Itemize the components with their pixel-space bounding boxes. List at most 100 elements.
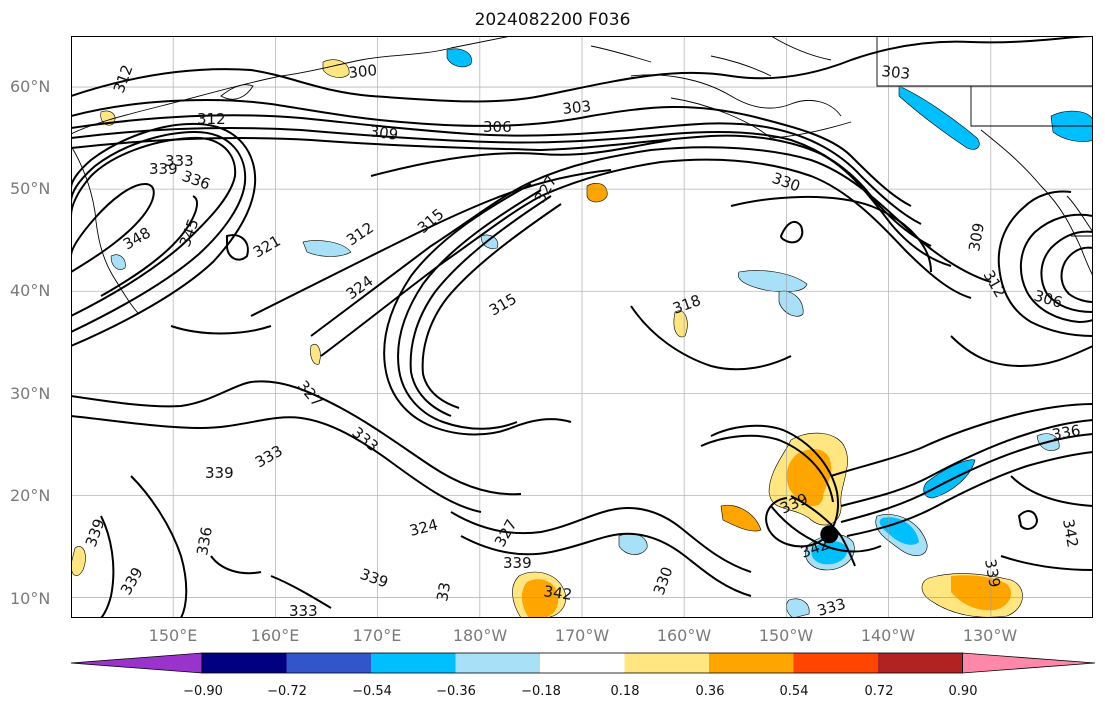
contour-label: 312 — [197, 110, 226, 128]
shading-negative — [110, 254, 126, 270]
colorbar-segment — [202, 653, 287, 673]
lon-label: 150°E — [148, 626, 198, 645]
colorbar-segment — [455, 653, 541, 673]
colorbar-tick-label: −0.36 — [436, 684, 476, 699]
contour-label: 336 — [1051, 421, 1082, 444]
contour-label: 333 — [348, 423, 382, 455]
colorbar-segment — [878, 653, 963, 673]
shading-positive — [322, 59, 350, 78]
colorbar-segment — [286, 653, 372, 673]
shading-negative — [879, 517, 919, 545]
map-title: 2024082200 F036 — [474, 10, 631, 30]
contour-label: 339 — [149, 160, 178, 178]
contour-label: 330 — [650, 564, 677, 597]
colorbar-segment — [371, 653, 456, 673]
contour-label: 330 — [770, 169, 803, 196]
contour-label: 306 — [483, 118, 512, 136]
contour-label: 309 — [965, 221, 988, 252]
contour-label: 342 — [1059, 518, 1082, 549]
lat-label: 60°N — [10, 77, 51, 96]
contour-label: 339 — [82, 516, 109, 549]
shading-negative — [811, 541, 848, 565]
colorbar-segment — [624, 653, 710, 673]
contour-label: 312 — [110, 62, 137, 95]
coastlines — [71, 36, 1093, 315]
colorbar-tick-label: −0.18 — [521, 684, 561, 699]
shading-negative — [786, 598, 810, 618]
contour-label: 303 — [562, 97, 592, 118]
shading-negative — [737, 270, 808, 293]
contour-label: 318 — [670, 291, 703, 318]
colorbar-tick-label: 0.90 — [948, 684, 978, 699]
lat-label: 40°N — [10, 281, 51, 300]
contour-label: 345 — [176, 216, 203, 249]
colorbar-segment — [540, 653, 625, 673]
shading-negative — [618, 533, 648, 555]
contour-label: 327 — [294, 377, 326, 411]
contour-label: 348 — [120, 224, 154, 254]
storm-center-marker[interactable] — [820, 525, 839, 544]
contour-label: 324 — [343, 272, 377, 303]
contour-label: 321 — [250, 232, 284, 262]
lat-label: 50°N — [10, 179, 51, 198]
contour-label: 333 — [815, 595, 847, 618]
contour-label: 339 — [503, 554, 532, 572]
colorbar-tick-label: 0.72 — [864, 684, 894, 699]
lon-label: 160°W — [656, 626, 712, 645]
contour-label: 33 — [433, 581, 454, 603]
lon-label: 170°W — [554, 626, 610, 645]
lon-label: 170°E — [352, 626, 402, 645]
colorbar-tick-label: 0.18 — [610, 684, 640, 699]
shading-positive — [720, 504, 762, 532]
shading-layer — [71, 48, 1093, 618]
contour-label: 339 — [981, 558, 1004, 589]
shading-negative — [923, 459, 976, 499]
shading-positive — [786, 449, 832, 507]
lon-label: 130°W — [962, 626, 1018, 645]
contour-label: 342 — [542, 582, 573, 604]
contour-label: 312 — [980, 267, 1010, 301]
colorbar-tick-label: 0.54 — [779, 684, 809, 699]
contour-label: 309 — [368, 122, 399, 144]
colorbar — [70, 652, 1096, 674]
shading-positive — [586, 183, 608, 203]
shading-positive — [71, 546, 86, 576]
map-panel[interactable]: 303 300 312 312 309 306 303 339 336 333 … — [71, 36, 1093, 618]
lon-label: 150°W — [758, 626, 814, 645]
colorbar-tick-label: −0.72 — [267, 684, 307, 699]
contour-label: 324 — [408, 515, 440, 539]
colorbar-extend-high — [962, 652, 1096, 674]
colorbar-segment — [709, 653, 794, 673]
lat-label: 20°N — [10, 486, 51, 505]
contour-label: 303 — [881, 62, 911, 83]
shading-negative — [778, 290, 804, 317]
shading-negative — [302, 240, 352, 257]
lon-label: 140°W — [860, 626, 916, 645]
contour-label: 339 — [358, 565, 391, 592]
contour-label: 339 — [205, 464, 234, 482]
contour-label: 312 — [343, 218, 377, 249]
lat-label: 10°N — [10, 589, 51, 608]
lon-label: 160°E — [250, 626, 300, 645]
contour-label: 339 — [117, 564, 147, 598]
contour-label: 333 — [252, 442, 286, 472]
contour-lines — [71, 36, 1093, 618]
contour-label: 315 — [486, 290, 520, 320]
contour-label: 333 — [289, 602, 318, 618]
contour-label: 300 — [348, 61, 378, 82]
map-canvas[interactable]: 303 300 312 312 309 306 303 339 336 333 … — [71, 36, 1093, 618]
colorbar-tick-label: −0.54 — [352, 684, 392, 699]
shading-negative — [446, 48, 472, 68]
colorbar-outline — [201, 652, 963, 674]
lat-label: 30°N — [10, 384, 51, 403]
contour-label: 306 — [1032, 287, 1064, 312]
shading-negative — [898, 85, 980, 150]
colorbar-tick-label: 0.36 — [695, 684, 725, 699]
shading-positive — [310, 344, 321, 365]
shading-negative — [480, 234, 499, 249]
colorbar-segment — [793, 653, 879, 673]
colorbar-tick-label: −0.90 — [183, 684, 223, 699]
shading-positive — [521, 579, 559, 618]
contour-label: 336 — [193, 525, 216, 556]
lon-label: 180°W — [452, 626, 508, 645]
